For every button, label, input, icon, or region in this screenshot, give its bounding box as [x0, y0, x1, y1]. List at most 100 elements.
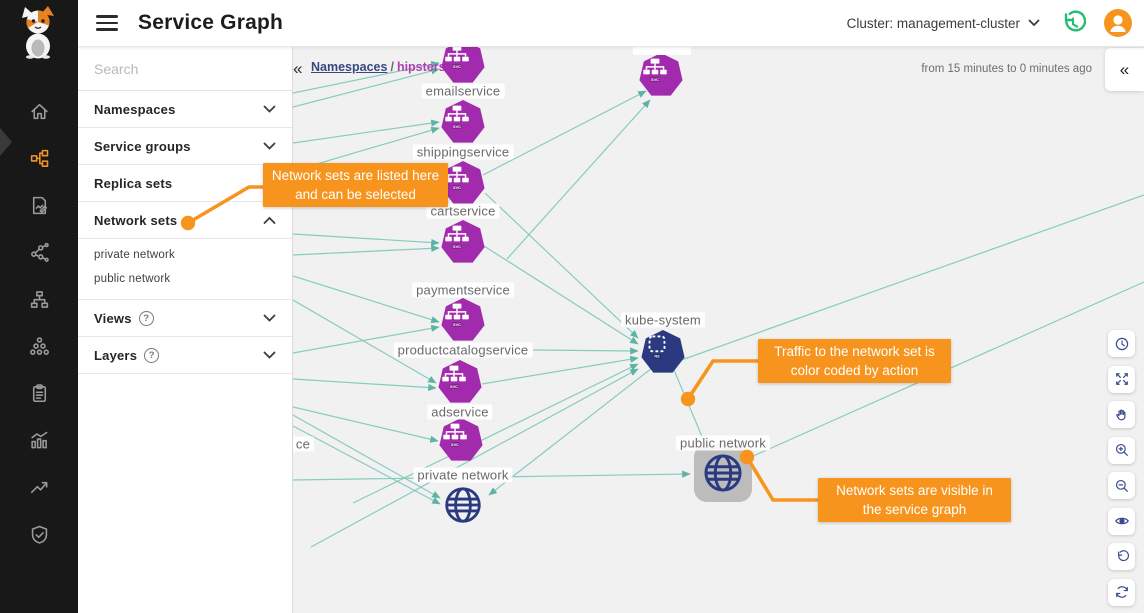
graph-node-shippingservice[interactable]: SVC [441, 100, 485, 144]
graph-edge [293, 425, 441, 505]
chevron-down-icon [263, 351, 276, 360]
svg-text:SVC: SVC [453, 65, 461, 69]
graph-edge [293, 299, 437, 384]
chevron-down-icon [1028, 19, 1040, 27]
service-icon: SVC [445, 47, 469, 69]
node-label-shippingservice: shippingservice [412, 144, 514, 160]
graph-edge [293, 414, 441, 499]
pan-hand-button[interactable] [1108, 401, 1135, 428]
hamburger-menu-icon[interactable] [96, 15, 118, 31]
graph-panel-collapse-button[interactable]: « [1105, 48, 1144, 91]
nav-rail-item-compliance-reports[interactable] [0, 370, 78, 417]
node-label-emailservice: emailservice [421, 83, 505, 99]
chevron-down-icon [263, 105, 276, 114]
home-icon [30, 103, 48, 120]
graph-edge [293, 233, 440, 247]
timeline-clock-button[interactable] [1108, 330, 1135, 357]
panel-row-service-groups[interactable]: Service groups [78, 128, 292, 165]
service-graph-canvas[interactable]: SVC emailservice SVC SVC shippingservice SVC c… [293, 47, 1144, 613]
graph-node-unlabeled-top-service[interactable]: SVC [639, 53, 683, 97]
visibility-eye-button[interactable] [1108, 507, 1135, 535]
service-graph-icon [30, 149, 48, 167]
network-set-globe-icon [445, 487, 481, 523]
search-row: « [78, 47, 302, 91]
refresh-button[interactable] [1108, 578, 1135, 606]
network-sets-list: private network public network [78, 239, 292, 300]
help-icon[interactable]: ? [144, 347, 160, 363]
graph-edge [532, 347, 639, 355]
fit-screen-button[interactable] [1108, 365, 1135, 393]
compliance-reports-icon [32, 384, 46, 403]
security-icon [31, 525, 47, 544]
panel-collapse-icon[interactable]: « [293, 58, 303, 78]
nav-rail-item-security[interactable] [0, 511, 78, 558]
policies-icon [32, 196, 47, 215]
panel-row-views[interactable]: Views ? [78, 300, 292, 337]
svg-text:SVC: SVC [453, 245, 461, 249]
graph-node-unlabeled-mid-service[interactable]: SVC [439, 418, 483, 462]
network-set-item-private[interactable]: private network [94, 249, 175, 261]
graph-node-paymentservice[interactable]: SVC [441, 220, 485, 264]
cluster-selector-label: Cluster: management-cluster [846, 15, 1020, 31]
node-label-clipped-label: ce [293, 436, 315, 452]
top-bar: Service Graph Cluster: management-cluste… [78, 0, 1144, 47]
active-nav-wedge [0, 128, 12, 156]
svg-text:SVC: SVC [453, 186, 461, 190]
service-icon: SVC [442, 365, 466, 389]
graph-edge [293, 67, 440, 108]
history-clock-icon[interactable] [1058, 9, 1086, 37]
clipped-node-label-chip [633, 47, 691, 55]
service-graph-side-panel: « Namespaces Service groups Replica sets… [78, 47, 302, 613]
help-icon[interactable]: ? [138, 310, 154, 326]
graph-node-kube-system[interactable]: NS [641, 330, 685, 374]
nav-rail-item-flows[interactable] [0, 229, 78, 276]
graph-edge [482, 90, 647, 176]
service-icon: SVC [445, 166, 469, 190]
zoom-out-button[interactable] [1108, 472, 1135, 499]
zoom-in-icon [1115, 443, 1128, 456]
graph-node-productcatalogservice[interactable]: SVC [441, 298, 485, 342]
cluster-selector[interactable]: Cluster: management-cluster [847, 16, 1040, 31]
visibility-eye-icon [1114, 517, 1129, 525]
graph-edge [310, 368, 639, 548]
user-avatar-icon[interactable] [1104, 9, 1132, 37]
nav-rail-item-home[interactable] [0, 88, 78, 135]
panel-row-network-sets[interactable]: Network sets [78, 202, 292, 239]
svg-text:SVC: SVC [453, 323, 461, 327]
graph-edge [506, 99, 651, 260]
page-title: Service Graph [138, 11, 284, 34]
graph-edge [352, 363, 639, 504]
search-input[interactable] [94, 60, 275, 77]
undo-button[interactable] [1108, 543, 1135, 570]
svg-text:SVC: SVC [453, 125, 461, 129]
chevron-down-icon [263, 314, 276, 323]
svg-text:SVC: SVC [450, 385, 458, 389]
svg-text:NS: NS [654, 355, 660, 359]
network-set-item-public[interactable]: public network [94, 273, 171, 285]
nav-rail-item-policies[interactable] [0, 182, 78, 229]
nav-rail-item-dashboard-stats[interactable] [0, 417, 78, 464]
graph-toolbar [1108, 330, 1135, 606]
refresh-icon [1115, 586, 1128, 598]
fit-screen-icon [1115, 373, 1128, 385]
graph-node-cartservice[interactable]: SVC [441, 161, 485, 205]
graph-node-public-network[interactable] [694, 444, 752, 502]
graph-edge [483, 245, 639, 345]
nav-rail-item-cluster-groups[interactable] [0, 323, 78, 370]
graph-node-emailservice[interactable]: SVC [441, 47, 485, 84]
panel-row-namespaces[interactable]: Namespaces [78, 91, 292, 128]
service-icon: SVC [443, 423, 467, 447]
graph-edge [293, 406, 439, 443]
panel-row-layers[interactable]: Layers ? [78, 337, 292, 374]
zoom-in-button[interactable] [1108, 436, 1135, 464]
graph-edge [488, 367, 653, 496]
graph-node-adservice[interactable]: SVC [438, 360, 482, 404]
panel-row-replica-sets[interactable]: Replica sets [78, 165, 292, 202]
nav-rail-item-hierarchy[interactable] [0, 276, 78, 323]
nav-rail-item-service-graph[interactable] [0, 135, 78, 182]
breadcrumb-namespaces-link[interactable]: Namespaces [311, 60, 388, 74]
graph-node-private-network[interactable] [442, 484, 484, 526]
selected-node-highlight [694, 444, 752, 502]
nav-rail-item-trends[interactable] [0, 464, 78, 511]
